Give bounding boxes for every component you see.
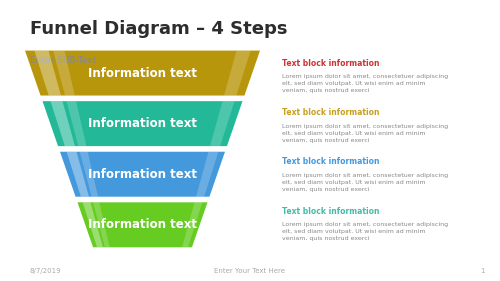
Text: Text block information: Text block information	[282, 108, 380, 117]
Text: Information text: Information text	[88, 218, 197, 231]
Text: Enter SUB-Text: Enter SUB-Text	[30, 56, 96, 65]
Polygon shape	[34, 51, 61, 96]
Polygon shape	[80, 152, 98, 197]
Text: Enter Your Text Here: Enter Your Text Here	[214, 268, 286, 274]
Text: Lorem ipsum dolor sit amet, consectetuer adipiscing
elt, sed diam volutpat. Ut w: Lorem ipsum dolor sit amet, consectetuer…	[282, 173, 448, 192]
Polygon shape	[93, 202, 110, 247]
Text: Lorem ipsum dolor sit amet, consectetuer adipiscing
elt, sed diam volutpat. Ut w: Lorem ipsum dolor sit amet, consectetuer…	[282, 222, 448, 241]
Polygon shape	[25, 51, 260, 96]
Polygon shape	[210, 101, 234, 146]
Text: Lorem ipsum dolor sit amet, consectetuer adipiscing
elt, sed diam volutpat. Ut w: Lorem ipsum dolor sit amet, consectetuer…	[282, 74, 448, 94]
Polygon shape	[50, 101, 75, 146]
Text: Information text: Information text	[88, 168, 197, 181]
Polygon shape	[66, 101, 86, 146]
Text: Text block information: Text block information	[282, 59, 380, 68]
Polygon shape	[224, 51, 250, 96]
Text: Text block information: Text block information	[282, 207, 380, 216]
Polygon shape	[196, 152, 218, 197]
Polygon shape	[66, 152, 89, 197]
Text: Information text: Information text	[88, 117, 197, 130]
Polygon shape	[182, 202, 203, 247]
Text: Text block information: Text block information	[282, 157, 380, 166]
Text: Funnel Diagram – 4 Steps: Funnel Diagram – 4 Steps	[30, 20, 287, 38]
Polygon shape	[60, 152, 225, 197]
Polygon shape	[78, 202, 208, 247]
Text: Lorem ipsum dolor sit amet, consectetuer adipiscing
elt, sed diam volutpat. Ut w: Lorem ipsum dolor sit amet, consectetuer…	[282, 124, 448, 143]
Polygon shape	[82, 202, 103, 247]
Text: Information text: Information text	[88, 67, 197, 80]
Text: 8/7/2019: 8/7/2019	[30, 268, 62, 274]
Text: 1: 1	[480, 268, 485, 274]
Polygon shape	[42, 101, 242, 146]
Polygon shape	[53, 51, 75, 96]
